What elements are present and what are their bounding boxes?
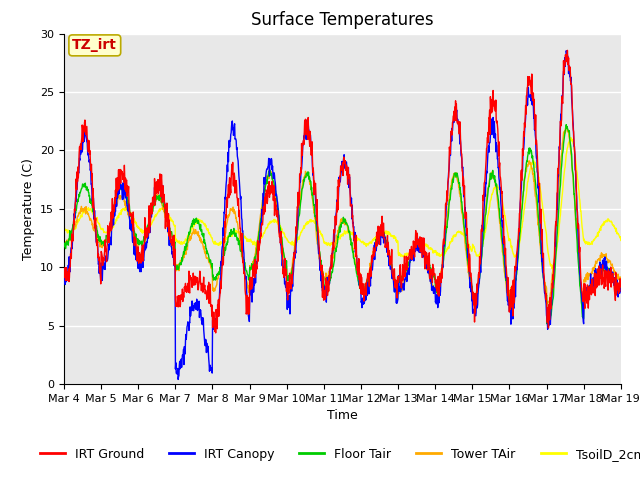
X-axis label: Time: Time [327, 409, 358, 422]
Text: TZ_irt: TZ_irt [72, 38, 117, 52]
Title: Surface Temperatures: Surface Temperatures [251, 11, 434, 29]
Y-axis label: Temperature (C): Temperature (C) [22, 158, 35, 260]
Legend: IRT Ground, IRT Canopy, Floor Tair, Tower TAir, TsoilD_2cm: IRT Ground, IRT Canopy, Floor Tair, Towe… [35, 443, 640, 466]
